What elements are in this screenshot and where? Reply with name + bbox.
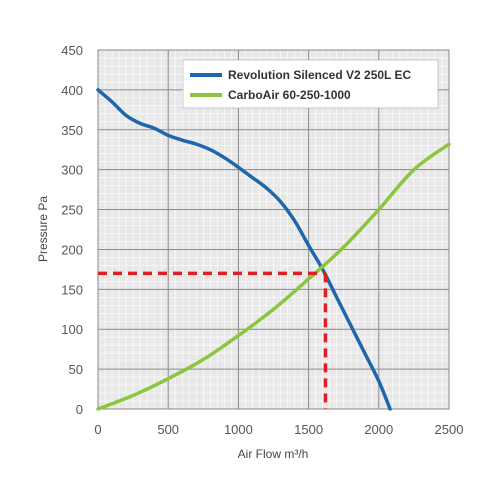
y-axis-title: Pressure Pa — [36, 196, 50, 262]
legend-box — [182, 59, 439, 109]
series-layer — [96, 88, 451, 411]
y-tick-labels: 0 50 100 150 200 250 300 350 400 450 — [61, 43, 83, 417]
x-axis-title: Air Flow m³/h — [238, 447, 309, 461]
legend: Revolution Silenced V2 250L EC CarboAir … — [182, 59, 439, 109]
series-line-carboair — [96, 142, 451, 411]
x-tick-label: 2500 — [435, 422, 464, 437]
x-tick-label: 2000 — [364, 422, 393, 437]
y-tick-label: 250 — [61, 203, 83, 218]
series-line-revolution — [96, 88, 392, 411]
y-tick-label: 200 — [61, 242, 83, 257]
x-tick-label: 1500 — [294, 422, 323, 437]
y-tick-label: 100 — [61, 322, 83, 337]
y-tick-label: 50 — [69, 362, 83, 377]
x-tick-label: 500 — [157, 422, 179, 437]
y-tick-label: 300 — [61, 163, 83, 178]
y-tick-label: 450 — [61, 43, 83, 58]
operating-point-marker — [98, 271, 328, 409]
x-tick-labels: 0 500 1000 1500 2000 2500 — [94, 422, 463, 437]
x-tick-label: 0 — [94, 422, 101, 437]
y-tick-label: 400 — [61, 83, 83, 98]
y-tick-label: 350 — [61, 123, 83, 138]
plot-frame — [97, 49, 450, 410]
x-tick-label: 1000 — [224, 422, 253, 437]
y-tick-label: 150 — [61, 282, 83, 297]
y-tick-label: 0 — [76, 402, 83, 417]
legend-label-carboair: CarboAir 60-250-1000 — [228, 88, 351, 102]
legend-label-revolution: Revolution Silenced V2 250L EC — [228, 68, 412, 82]
